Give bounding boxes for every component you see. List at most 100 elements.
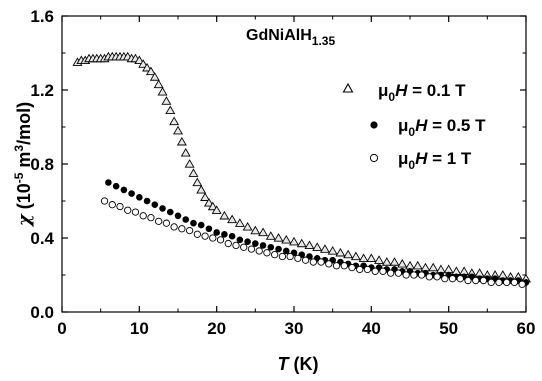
data-point-triangle	[153, 79, 164, 89]
data-point-open-circle	[116, 202, 124, 211]
data-point-triangle	[250, 225, 261, 235]
data-point-open-circle	[363, 265, 372, 274]
data-point-triangle	[173, 125, 183, 135]
data-point-open-circle	[255, 247, 263, 255]
data-point-triangle	[142, 62, 153, 72]
data-point-triangle	[312, 242, 323, 251]
data-point-triangle	[211, 205, 222, 214]
data-point-open-circle	[263, 249, 271, 257]
data-point-filled-circle	[136, 194, 143, 201]
legend-label-0: μ0H = 0.1 T	[378, 81, 466, 104]
data-point-open-circle	[456, 275, 464, 283]
data-point-filled-circle	[159, 205, 166, 212]
data-point-triangle	[165, 105, 176, 115]
chart-title: GdNiAlH1.35	[246, 27, 335, 48]
data-point-open-circle	[108, 201, 116, 209]
data-point-filled-circle	[151, 201, 159, 208]
data-point-filled-circle	[197, 221, 205, 229]
data-point-open-circle	[147, 213, 155, 222]
data-point-filled-circle	[244, 238, 251, 245]
data-point-open-circle	[131, 208, 140, 216]
data-point-open-circle	[317, 258, 325, 266]
y-axis-label: χ (10-5 m3/mol)	[12, 102, 35, 228]
data-point-open-circle	[193, 230, 201, 238]
tick-labels: 0 10 20 30 40 50 60 0.0 0.4 0.8 1.2 1.6	[30, 7, 535, 338]
data-point-open-circle	[495, 278, 503, 287]
legend-marker-open-circle	[369, 153, 379, 163]
data-point-triangle	[138, 59, 149, 68]
data-point-triangle	[242, 222, 253, 231]
y-tick-label: 0.8	[30, 155, 54, 174]
data-point-open-circle	[286, 252, 294, 261]
series-layer	[72, 51, 531, 288]
data-point-filled-circle	[182, 216, 190, 223]
data-point-open-circle	[100, 197, 109, 205]
data-point-triangle	[296, 238, 307, 248]
x-tick-label: 30	[285, 319, 304, 338]
data-point-triangle	[474, 268, 485, 277]
legend-label-1: μ0H = 0.5 T	[398, 116, 486, 139]
data-point-open-circle	[487, 278, 495, 287]
data-point-triangle	[451, 266, 462, 275]
y-tick-label: 1.6	[30, 7, 54, 26]
data-point-triangle	[149, 72, 160, 81]
data-point-filled-circle	[259, 242, 267, 249]
data-point-open-circle	[124, 206, 132, 214]
data-point-triangle	[188, 168, 199, 177]
data-point-triangle	[227, 214, 238, 224]
data-point-triangle	[234, 218, 245, 227]
data-point-filled-circle	[282, 247, 290, 255]
data-point-triangle	[134, 55, 145, 65]
data-point-filled-circle	[190, 219, 197, 227]
data-point-open-circle	[294, 254, 302, 263]
data-point-triangle	[343, 249, 354, 259]
x-tick-label: 10	[130, 319, 149, 338]
data-point-triangle	[258, 227, 269, 237]
data-point-triangle	[289, 236, 299, 246]
data-point-filled-circle	[228, 232, 236, 240]
data-point-open-circle	[139, 212, 147, 220]
x-tick-label: 20	[207, 319, 226, 338]
legend-marker-filled-circle	[370, 121, 378, 129]
data-point-open-circle	[425, 273, 433, 281]
data-point-triangle	[169, 116, 180, 126]
data-point-triangle	[420, 262, 431, 272]
data-point-open-circle	[309, 258, 317, 266]
data-point-filled-circle	[275, 245, 282, 253]
data-point-open-circle	[410, 271, 418, 279]
data-point-open-circle	[472, 276, 480, 285]
x-tick-label: 60	[517, 319, 536, 338]
data-point-triangle	[497, 270, 508, 279]
legend-marker-open-triangle	[342, 82, 354, 93]
data-point-triangle	[435, 264, 446, 274]
data-point-open-circle	[348, 263, 356, 272]
data-point-open-circle	[503, 278, 511, 287]
data-point-open-circle	[518, 280, 526, 288]
data-point-open-circle	[479, 276, 488, 285]
data-point-open-circle	[224, 239, 232, 248]
data-point-triangle	[443, 264, 454, 274]
y-tick-label: 0.0	[30, 303, 54, 322]
legend-item-2: μ0H = 1 T	[369, 149, 472, 172]
data-point-open-circle	[371, 267, 379, 275]
data-point-filled-circle	[252, 240, 259, 247]
data-point-triangle	[145, 66, 156, 76]
data-point-open-circle	[379, 267, 387, 275]
series-2	[100, 197, 526, 288]
data-point-filled-circle	[120, 186, 128, 194]
x-tick-label: 50	[439, 319, 458, 338]
legend-item-0: μ0H = 0.1 T	[342, 81, 466, 104]
data-point-open-circle	[402, 271, 410, 279]
data-point-triangle	[327, 246, 338, 255]
y-tick-label: 1.2	[30, 81, 54, 100]
data-point-open-circle	[464, 276, 472, 285]
legend-label-2: μ0H = 1 T	[398, 149, 472, 172]
data-point-filled-circle	[128, 190, 135, 197]
data-point-open-circle	[356, 265, 364, 274]
data-point-filled-circle	[267, 243, 275, 251]
data-point-triangle	[412, 260, 423, 270]
data-point-open-circle	[240, 243, 248, 251]
data-point-open-circle	[155, 217, 163, 226]
data-point-open-circle	[247, 245, 256, 253]
data-point-triangle	[397, 259, 408, 268]
